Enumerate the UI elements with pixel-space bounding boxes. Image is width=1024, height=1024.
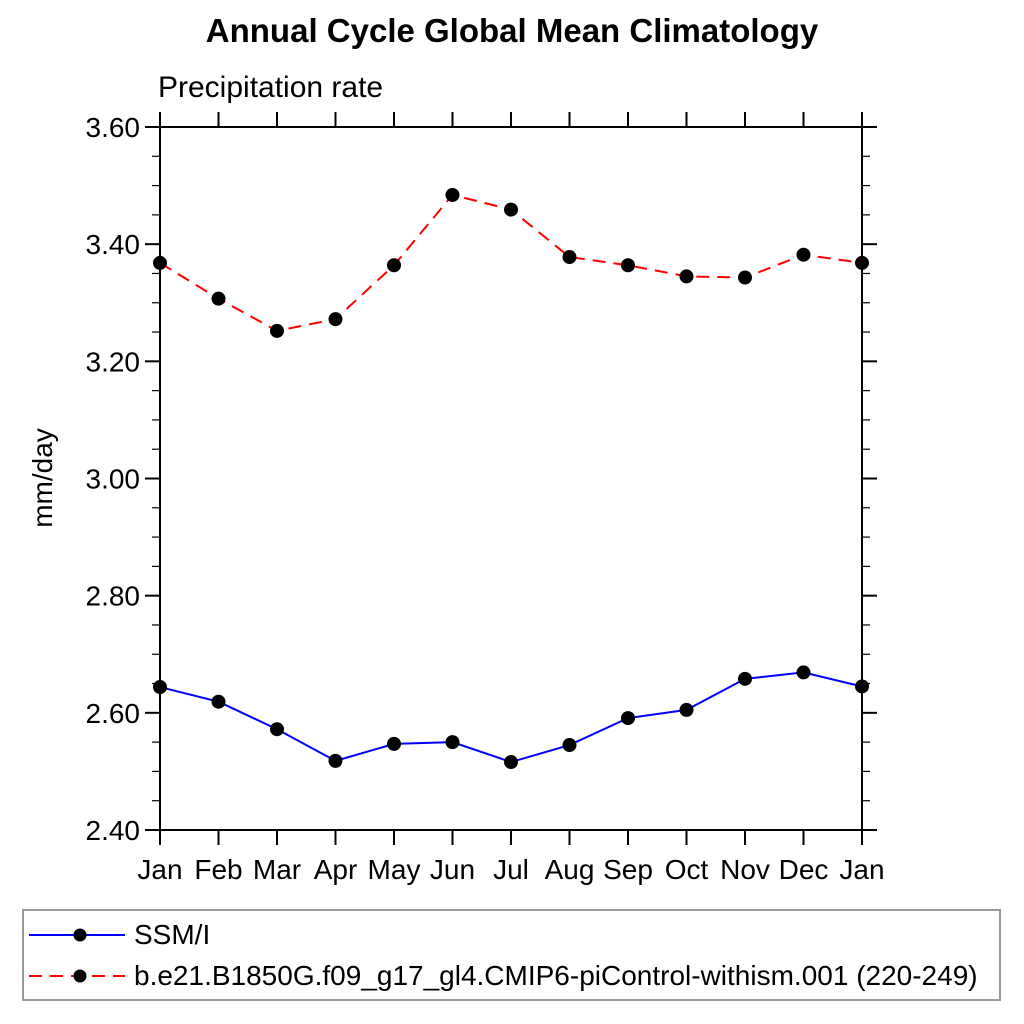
data-point-s0 [796, 665, 811, 680]
legend-label-model: b.e21.B1850G.f09_g17_gl4.CMIP6-piControl… [134, 959, 978, 991]
legend-marker-icon [73, 969, 87, 982]
x-tick-label: Apr [314, 854, 358, 885]
legend-marker-icon [73, 928, 87, 941]
y-tick-label: 3.20 [86, 346, 141, 377]
data-point-s0 [855, 679, 869, 694]
x-tick-label: Jun [430, 854, 475, 885]
data-point-s1 [328, 312, 343, 327]
x-tick-label: Nov [720, 854, 770, 885]
y-tick-label: 2.60 [86, 698, 141, 729]
data-point-s1 [562, 250, 577, 265]
data-point-s1 [679, 269, 694, 284]
data-point-s1 [738, 270, 752, 285]
x-tick-label: Jul [493, 854, 529, 885]
x-tick-label: Aug [545, 854, 595, 885]
data-point-s0 [738, 671, 752, 686]
plot-frame [159, 126, 863, 831]
data-point-s0 [153, 680, 167, 695]
x-tick-label: Jan [137, 854, 182, 885]
data-point-s1 [270, 323, 284, 338]
x-tick-label: Jan [839, 854, 884, 885]
data-point-s0 [211, 694, 226, 709]
data-point-s0 [562, 738, 577, 753]
ssmi-line-sample [29, 928, 125, 941]
data-point-s0 [445, 735, 460, 750]
x-tick-label: May [368, 854, 421, 885]
data-point-s1 [855, 255, 869, 270]
data-point-s0 [679, 702, 694, 717]
legend-row-ssmi: SSM/I [29, 914, 999, 955]
x-tick-label: Feb [194, 854, 242, 885]
data-point-s1 [504, 202, 518, 217]
legend-label-ssmi: SSM/I [134, 918, 211, 950]
legend-row-model: b.e21.B1850G.f09_g17_gl4.CMIP6-piControl… [29, 955, 999, 996]
data-point-s0 [621, 711, 635, 726]
y-tick-label: 3.60 [86, 112, 141, 143]
x-tick-label: Dec [779, 854, 829, 885]
x-tick-label: Sep [603, 854, 653, 885]
y-tick-label: 2.40 [86, 815, 141, 846]
y-tick-label: 3.40 [86, 229, 141, 260]
data-point-s1 [621, 258, 635, 273]
x-tick-label: Mar [253, 854, 301, 885]
chart-title: Annual Cycle Global Mean Climatology [205, 12, 819, 49]
data-point-s0 [270, 722, 284, 737]
y-tick-label: 3.00 [86, 464, 141, 495]
data-point-s1 [211, 291, 226, 306]
x-tick-label: Oct [665, 854, 709, 885]
series-line-0 [159, 671, 863, 764]
data-point-s0 [504, 755, 518, 770]
data-point-s1 [796, 247, 811, 262]
y-tick-label: 2.80 [86, 581, 141, 612]
data-point-s0 [328, 753, 343, 768]
data-point-s1 [387, 258, 401, 273]
data-point-s1 [153, 255, 167, 270]
chart-subtitle: Precipitation rate [158, 71, 384, 104]
model-line-sample [29, 969, 125, 982]
data-point-s1 [445, 187, 460, 202]
data-point-s0 [387, 736, 401, 751]
legend: SSM/I b.e21.B1850G.f09_g17_gl4.CMIP6-piC… [22, 909, 1001, 1001]
